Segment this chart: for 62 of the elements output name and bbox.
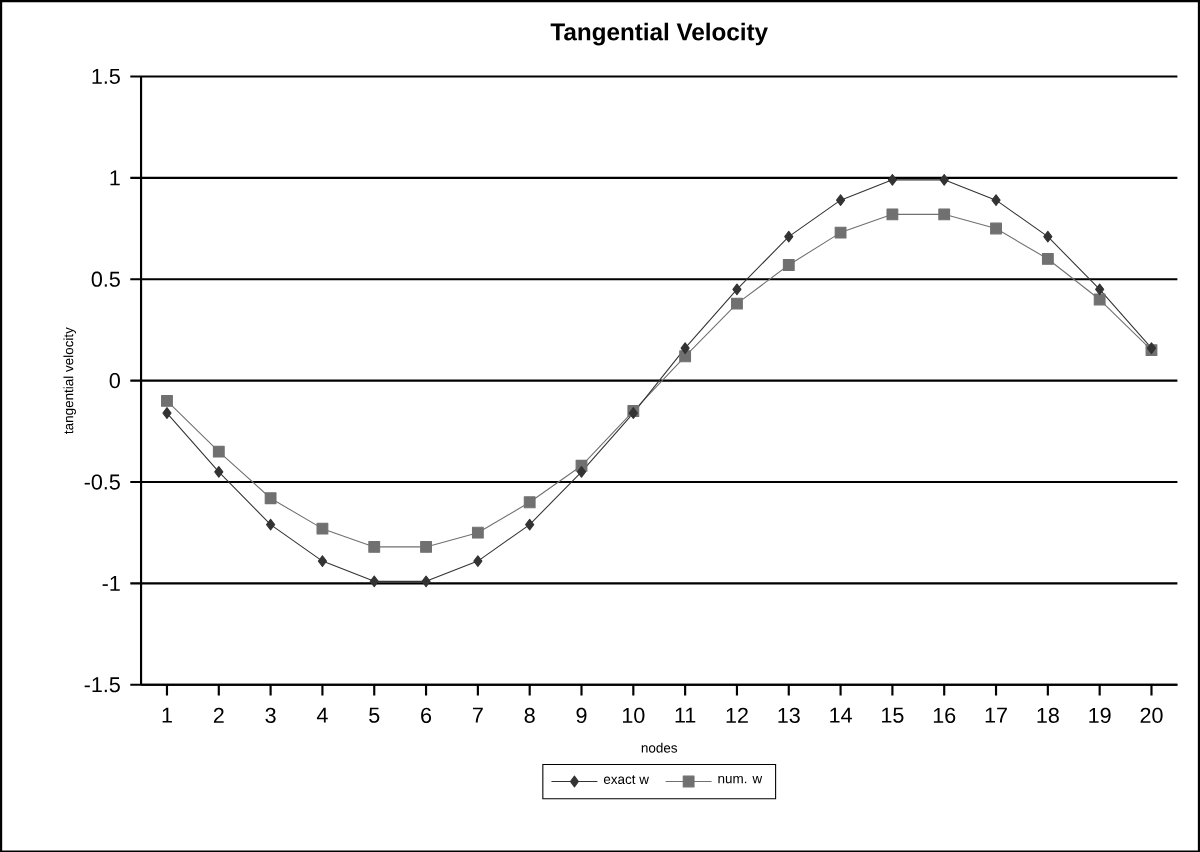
point (264, 491, 277, 504)
point (834, 226, 847, 239)
x-tick-label: 2 (213, 707, 224, 723)
point (1093, 293, 1106, 306)
y-tick-label: 1 (110, 170, 120, 185)
point (732, 283, 742, 295)
x-tick-label: 9 (576, 707, 587, 723)
y-tick-label: 0.5 (91, 271, 120, 287)
x-tick-label: 19 (1089, 707, 1111, 723)
x-tick-label: 11 (675, 707, 696, 723)
x-tick-label: 4 (316, 707, 328, 723)
point (784, 230, 794, 243)
y-tick-label: -1 (102, 575, 120, 591)
y-tick-label: -0.5 (84, 474, 120, 490)
point (1041, 252, 1054, 265)
point (938, 208, 951, 220)
x-tick-label: 18 (1037, 707, 1059, 723)
point (317, 554, 327, 567)
x-tick-label: 20 (1140, 707, 1163, 723)
x-tick-label: 8 (524, 707, 535, 723)
point (680, 341, 690, 354)
x-tick-label: 17 (985, 707, 1007, 723)
x-tick-label: 1 (162, 707, 172, 723)
point (731, 297, 743, 310)
chart-title: Tangential Velocity (550, 22, 768, 46)
point (161, 394, 173, 407)
point (368, 540, 381, 553)
point (473, 554, 483, 567)
x-tick-label: 7 (472, 707, 483, 723)
point (266, 518, 276, 531)
point (316, 522, 329, 535)
point (1043, 230, 1053, 243)
x-tick-label: 6 (421, 707, 432, 723)
point (523, 495, 536, 508)
point (214, 465, 224, 478)
point (420, 540, 432, 553)
point (525, 518, 535, 531)
x-tick-label: 14 (830, 707, 852, 723)
x-tick-label: 12 (726, 707, 748, 723)
point (421, 575, 431, 587)
point (836, 193, 846, 206)
point (1095, 283, 1105, 295)
x-tick-label: 16 (933, 707, 956, 723)
x-tick-label: 10 (622, 707, 645, 723)
point (369, 575, 379, 587)
point (576, 465, 587, 478)
y-tick-label: -1.5 (84, 676, 120, 692)
x-tick-label: 5 (369, 707, 380, 723)
x-tick-label: 3 (265, 707, 276, 723)
point (990, 222, 1002, 235)
point (887, 173, 897, 186)
point (886, 208, 899, 220)
x-tick-label: 15 (882, 707, 904, 723)
point (212, 445, 225, 458)
y-tick-label: 1.5 (92, 68, 120, 84)
x-tick-label: 13 (778, 707, 800, 723)
point (471, 526, 484, 539)
point (991, 193, 1001, 206)
point (939, 173, 949, 186)
point (162, 406, 172, 419)
point (782, 258, 795, 271)
y-tick-label: 0 (109, 372, 120, 388)
